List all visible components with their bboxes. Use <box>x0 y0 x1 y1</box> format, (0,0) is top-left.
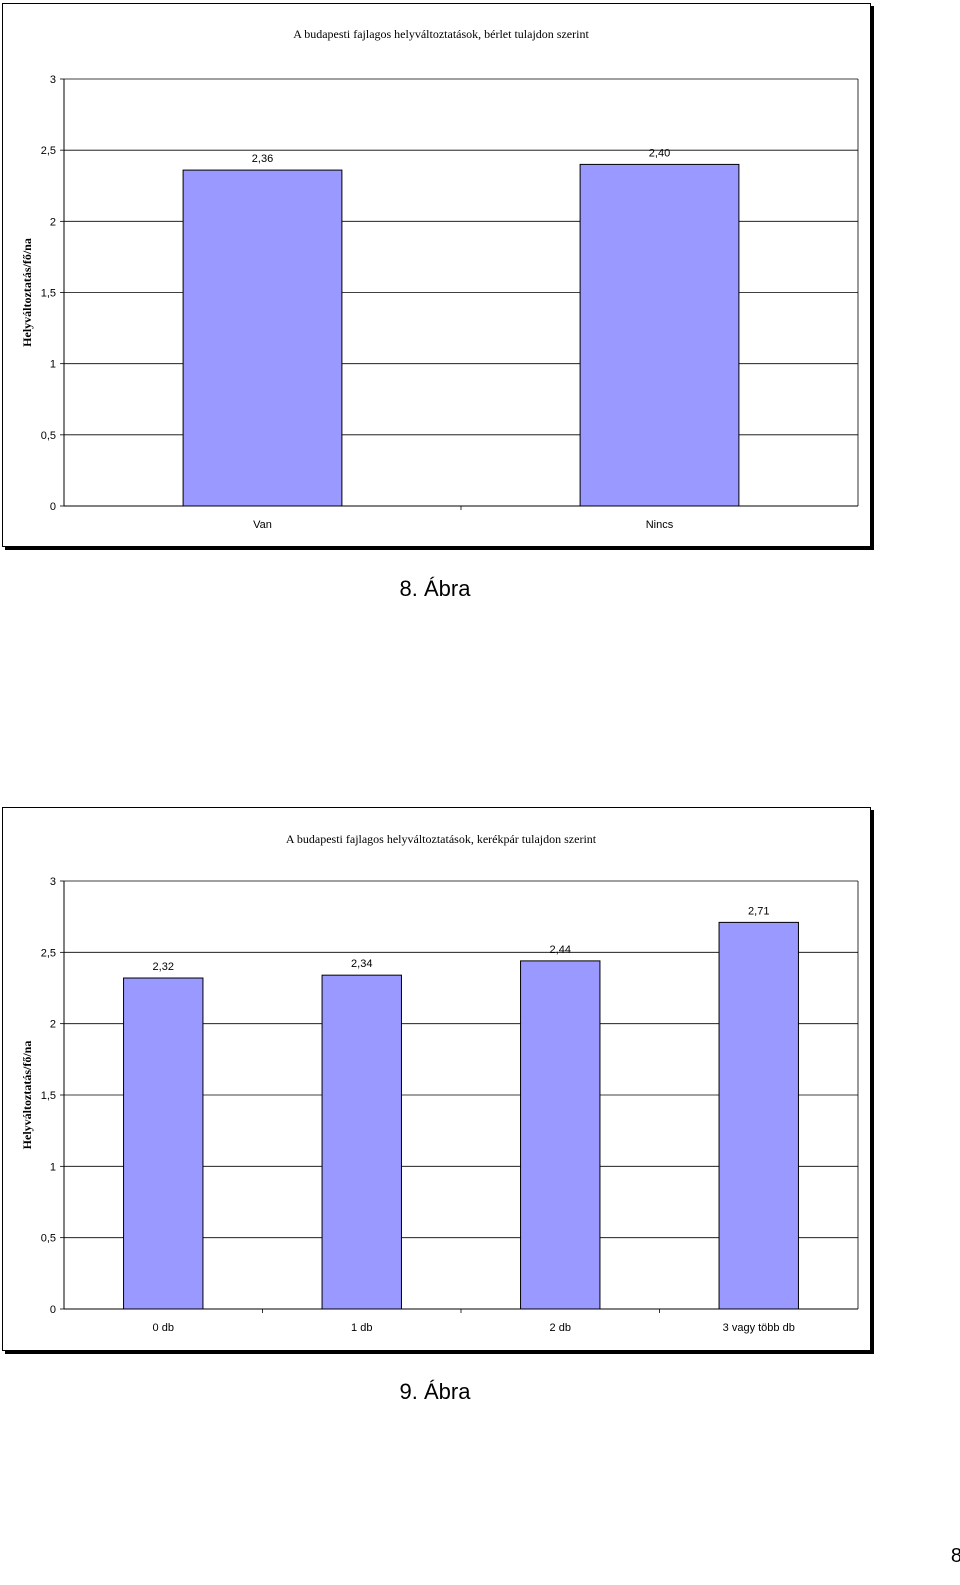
data-label: 2,36 <box>252 153 273 165</box>
bar <box>123 977 204 1310</box>
data-label: 2,44 <box>550 944 571 956</box>
bar <box>718 921 799 1310</box>
page-number: 8 <box>950 1545 960 1567</box>
x-tick-label: 3 vagy több db <box>723 1322 795 1334</box>
chart-svg: A budapesti fajlagos helyváltoztatások, … <box>20 832 859 1334</box>
y-tick-label: 2 <box>50 216 56 228</box>
data-label: 2,32 <box>153 961 174 973</box>
chart-title: A budapesti fajlagos helyváltoztatások, … <box>293 27 589 41</box>
figure-caption: 9. Ábra <box>399 1379 471 1404</box>
x-tick-label: 1 db <box>351 1322 372 1334</box>
y-tick-label: 1,5 <box>41 1090 56 1102</box>
x-tick-label: Nincs <box>646 519 674 531</box>
y-tick-label: 2,5 <box>41 145 56 157</box>
y-tick-label: 1 <box>50 1161 56 1173</box>
y-tick-label: 0 <box>50 1304 56 1316</box>
y-tick-label: 1,5 <box>41 288 56 300</box>
y-tick-label: 0,5 <box>41 1233 56 1245</box>
x-tick-label: Van <box>253 519 272 531</box>
chart-title: A budapesti fajlagos helyváltoztatások, … <box>286 832 597 846</box>
y-axis-label: Helyváltoztatás/fő/na <box>20 238 34 347</box>
x-tick-label: 2 db <box>550 1322 571 1334</box>
bar <box>182 169 343 507</box>
y-axis-label: Helyváltoztatás/fő/na <box>20 1041 34 1150</box>
data-label: 2,71 <box>748 905 769 917</box>
figure-caption: 8. Ábra <box>399 576 471 601</box>
y-tick-label: 3 <box>50 74 56 86</box>
y-tick-label: 2,5 <box>41 947 56 959</box>
bar <box>579 163 740 507</box>
data-label: 2,34 <box>351 958 372 970</box>
bar <box>321 974 402 1310</box>
y-tick-label: 2 <box>50 1019 56 1031</box>
y-tick-label: 1 <box>50 359 56 371</box>
y-tick-label: 0 <box>50 501 56 513</box>
chart-kerékpár: A budapesti fajlagos helyváltoztatások, … <box>2 807 871 1351</box>
x-tick-label: 0 db <box>153 1322 174 1334</box>
y-tick-label: 3 <box>50 876 56 888</box>
y-tick-label: 0,5 <box>41 430 56 442</box>
chart-bérlet: A budapesti fajlagos helyváltoztatások, … <box>2 3 871 547</box>
data-label: 2,40 <box>649 147 670 159</box>
chart-svg: A budapesti fajlagos helyváltoztatások, … <box>20 27 859 531</box>
bar <box>520 960 601 1310</box>
